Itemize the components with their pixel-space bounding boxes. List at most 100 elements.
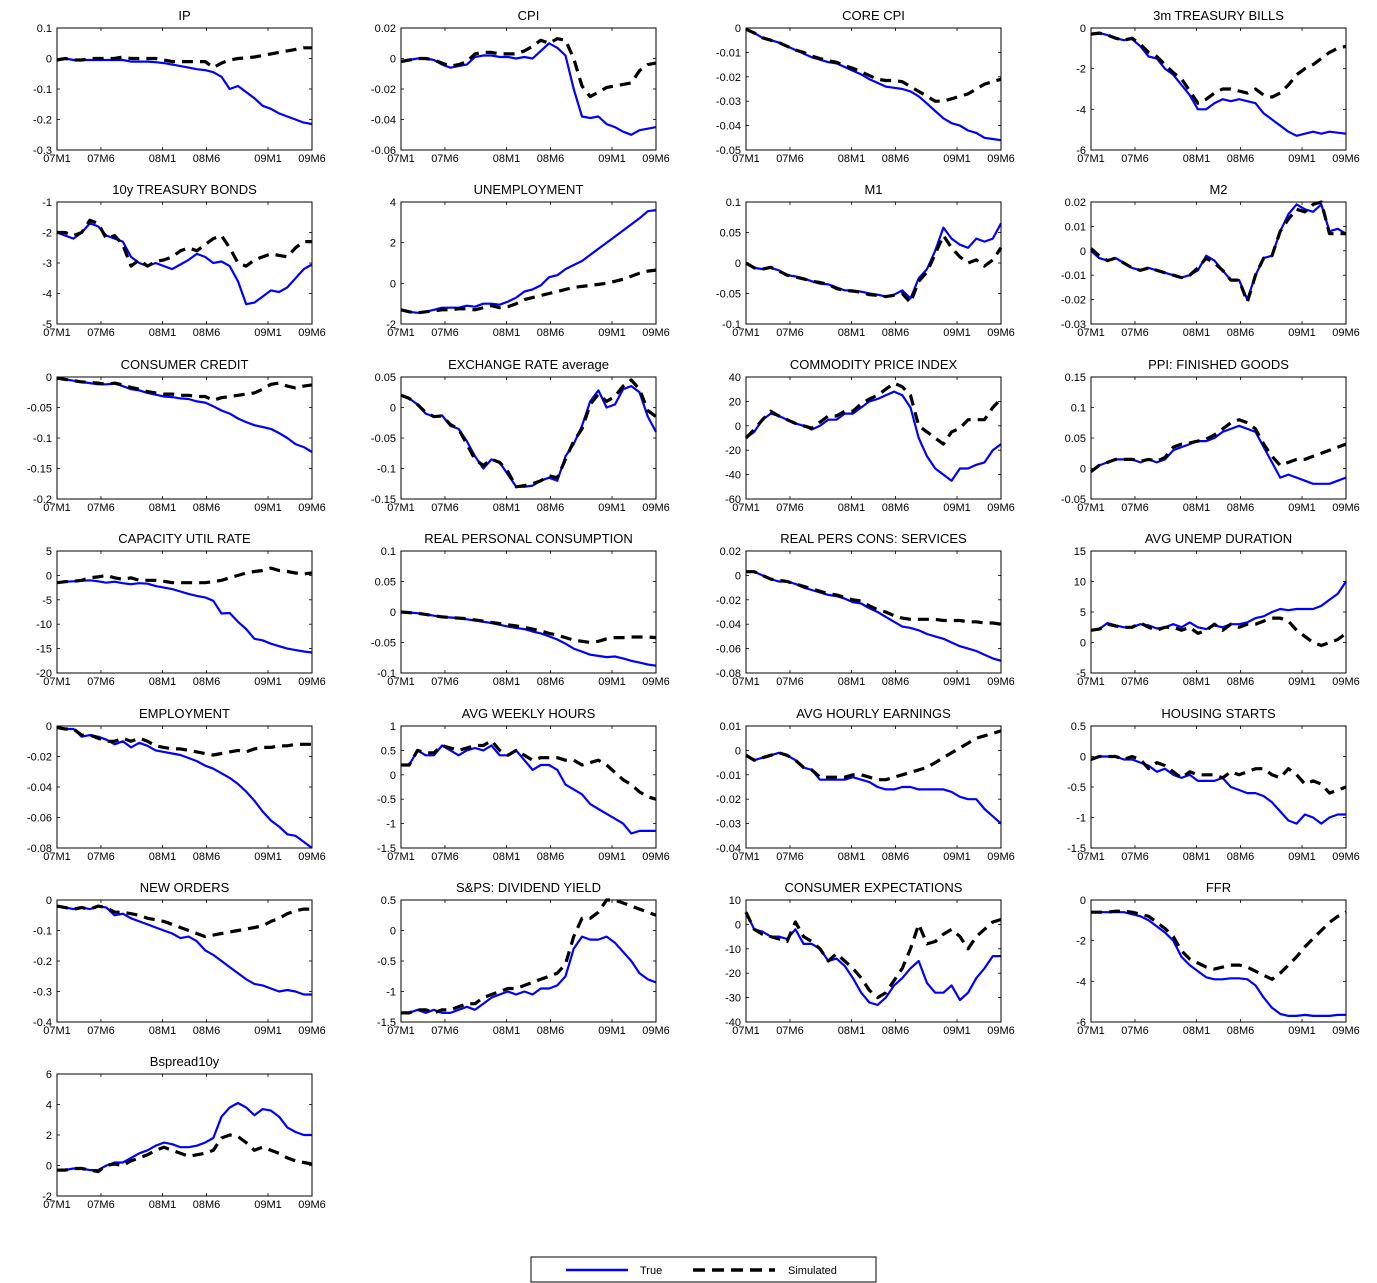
x-tick-label: 09M6 [1332, 327, 1360, 339]
y-tick-label: -0.15 [27, 464, 52, 476]
x-tick-label: 08M6 [882, 327, 910, 339]
y-tick-label: -5 [42, 595, 52, 607]
y-tick-label: -0.5 [377, 794, 396, 806]
y-tick-label: -0.05 [1061, 494, 1086, 506]
x-tick-label: 09M1 [1288, 153, 1316, 165]
x-tick-label: 08M6 [537, 502, 565, 514]
series-line-simulated [744, 381, 1003, 446]
series-line-simulated [400, 268, 657, 315]
series-line-simulated [1090, 754, 1347, 795]
y-tick-label: -0.05 [371, 638, 396, 650]
x-tick-label: 07M6 [87, 1199, 115, 1211]
x-tick-label: 09M1 [598, 1025, 626, 1037]
panel-title: CONSUMER CREDIT [121, 357, 249, 372]
y-tick-label: -0.3 [33, 145, 52, 157]
y-tick-label: -0.02 [1061, 295, 1086, 307]
y-tick-label: 0 [46, 372, 52, 384]
y-tick-label: -40 [725, 1017, 741, 1029]
y-tick-label: -15 [36, 644, 52, 656]
x-tick-label: 08M6 [193, 327, 221, 339]
x-tick-label: 09M1 [254, 676, 282, 688]
x-tick-label: 07M6 [431, 676, 459, 688]
y-tick-label: 0 [46, 570, 52, 582]
y-tick-label: -1 [42, 197, 52, 209]
series-line-true [1090, 31, 1347, 137]
x-tick-label: 07M1 [43, 1199, 71, 1211]
y-tick-label: -5 [1076, 668, 1086, 680]
panel-title: UNEMPLOYMENT [474, 182, 584, 197]
plot-frame [56, 725, 313, 849]
series-line-simulated [401, 898, 657, 1015]
x-tick-label: 07M6 [431, 502, 459, 514]
x-tick-label: 09M1 [598, 502, 626, 514]
y-tick-label: 0.15 [1065, 372, 1086, 384]
chart-panel: AVG HOURLY EARNINGS 0.01 0 -0.01 -0.02 -0.03 -… [716, 706, 1015, 863]
x-tick-label: 07M1 [1077, 502, 1105, 514]
x-tick-label: 08M1 [838, 1025, 866, 1037]
x-tick-label: 08M1 [838, 327, 866, 339]
plot-frame [400, 201, 657, 325]
x-tick-label: 08M6 [193, 153, 221, 165]
y-tick-label: 0 [1080, 246, 1086, 258]
plot-frame [1090, 899, 1347, 1023]
x-tick-label: 07M1 [732, 851, 760, 863]
plot-frame [56, 27, 313, 151]
series-line-simulated [1090, 616, 1347, 648]
y-tick-label: -0.05 [27, 403, 52, 415]
x-tick-label: 08M1 [1183, 502, 1211, 514]
y-tick-label: 5 [1080, 607, 1086, 619]
series-line-simulated [744, 911, 1002, 1000]
panel-title: CONSUMER EXPECTATIONS [785, 880, 963, 895]
x-tick-label: 07M1 [732, 1025, 760, 1037]
series-line-simulated [57, 218, 312, 268]
chart-panel: EXCHANGE RATE average 0.05 0 -0.05 -0.1 -0.15… [371, 357, 670, 514]
x-tick-label: 08M1 [149, 1025, 177, 1037]
series-line-true [745, 390, 1002, 482]
series-line-true [746, 570, 1002, 662]
x-tick-label: 09M1 [943, 327, 971, 339]
x-tick-label: 08M1 [493, 676, 521, 688]
x-tick-label: 09M1 [254, 327, 282, 339]
y-tick-label: 0 [390, 770, 396, 782]
x-tick-label: 07M1 [43, 851, 71, 863]
x-tick-label: 09M6 [642, 851, 670, 863]
x-tick-label: 08M6 [1227, 851, 1255, 863]
y-tick-label: -0.01 [1061, 270, 1086, 282]
y-tick-label: 0 [390, 607, 396, 619]
y-tick-label: 2 [46, 1130, 52, 1142]
y-tick-label: -20 [725, 968, 741, 980]
y-tick-label: 0 [46, 54, 52, 66]
y-tick-label: 0.1 [1071, 403, 1086, 415]
x-tick-label: 09M6 [642, 1025, 670, 1037]
y-tick-label: -0.5 [1067, 782, 1086, 794]
x-tick-label: 07M1 [43, 676, 71, 688]
y-tick-label: 0.05 [375, 372, 396, 384]
series-line-true [56, 377, 313, 453]
x-tick-label: 08M6 [882, 502, 910, 514]
panel-title: EMPLOYMENT [139, 706, 230, 721]
y-tick-label: -0.5 [377, 956, 396, 968]
x-tick-label: 07M6 [431, 327, 459, 339]
x-tick-label: 09M1 [254, 502, 282, 514]
x-tick-label: 08M6 [537, 327, 565, 339]
y-tick-label: 5 [46, 546, 52, 558]
panel-title: AVG UNEMP DURATION [1145, 531, 1292, 546]
y-tick-label: -1.5 [377, 843, 396, 855]
series-line-true [56, 57, 313, 126]
x-tick-label: 07M6 [776, 1025, 804, 1037]
x-tick-label: 09M1 [254, 153, 282, 165]
x-tick-label: 09M6 [642, 327, 670, 339]
x-tick-label: 07M1 [732, 502, 760, 514]
y-tick-label: -1 [386, 987, 396, 999]
x-tick-label: 09M6 [987, 153, 1015, 165]
x-tick-label: 07M6 [87, 851, 115, 863]
x-tick-label: 07M1 [43, 1025, 71, 1037]
x-tick-label: 07M6 [1121, 1025, 1149, 1037]
x-tick-label: 08M6 [1227, 502, 1255, 514]
